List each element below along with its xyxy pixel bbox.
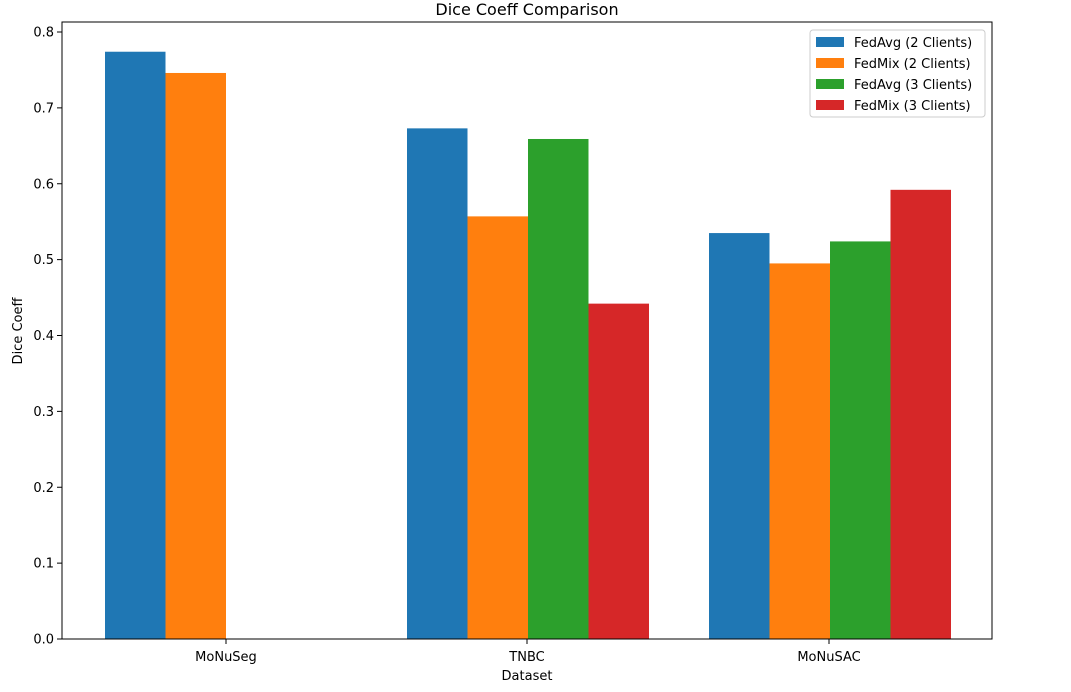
y-tick-label: 0.6 <box>33 177 54 192</box>
y-tick-label: 0.3 <box>33 405 54 420</box>
legend: FedAvg (2 Clients) FedMix (2 Clients) FedA… <box>809 29 986 118</box>
bar-fedavg-2-clients--monuseg <box>105 51 166 640</box>
bar-fedavg-2-clients--monusac <box>709 233 770 639</box>
legend-swatch <box>816 37 844 47</box>
legend-swatch <box>816 58 844 68</box>
bar-fedavg-3-clients--monusac <box>830 241 891 640</box>
y-tick-label: 0.5 <box>33 253 54 268</box>
legend-label: FedAvg (3 Clients) <box>854 78 972 93</box>
bar-fedavg-3-clients--tnbc <box>528 138 589 639</box>
bar-fedmix-2-clients--tnbc <box>467 216 528 639</box>
bar-fedmix-3-clients--tnbc <box>588 303 649 639</box>
y-tick-label: 0.4 <box>33 329 54 344</box>
y-axis-label: Dice Coeff <box>11 297 26 365</box>
y-axis: 0.0 0.1 0.2 0.3 0.4 0.5 0.6 0.7 0.8 <box>33 26 62 648</box>
y-tick-label: 0.7 <box>33 101 54 116</box>
y-tick-label: 0.0 <box>33 633 54 648</box>
legend-swatch <box>816 79 844 89</box>
plot-frame <box>61 21 993 640</box>
x-tick-label: MoNuSeg <box>195 650 257 665</box>
y-tick-label: 0.2 <box>33 481 54 496</box>
bars-group <box>105 51 951 640</box>
legend-label: FedMix (2 Clients) <box>854 57 971 72</box>
bar-fedmix-3-clients--monusac <box>890 189 951 639</box>
x-tick-label: MoNuSAC <box>797 650 860 665</box>
legend-label: FedAvg (2 Clients) <box>854 36 972 51</box>
y-tick-label: 0.8 <box>33 26 54 41</box>
x-tick-label: TNBC <box>508 650 544 665</box>
bar-fedmix-2-clients--monusac <box>769 263 830 639</box>
legend-box <box>809 29 986 118</box>
bar-fedmix-2-clients--monuseg <box>165 72 226 639</box>
x-axis-label: Dataset <box>502 669 553 684</box>
y-tick-label: 0.1 <box>33 557 54 572</box>
bar-fedavg-2-clients--tnbc <box>407 128 468 639</box>
legend-label: FedMix (3 Clients) <box>854 99 971 114</box>
legend-swatch <box>816 100 844 110</box>
chart-title: Dice Coeff Comparison <box>435 0 618 19</box>
x-axis: MoNuSeg TNBC MoNuSAC <box>195 639 861 665</box>
